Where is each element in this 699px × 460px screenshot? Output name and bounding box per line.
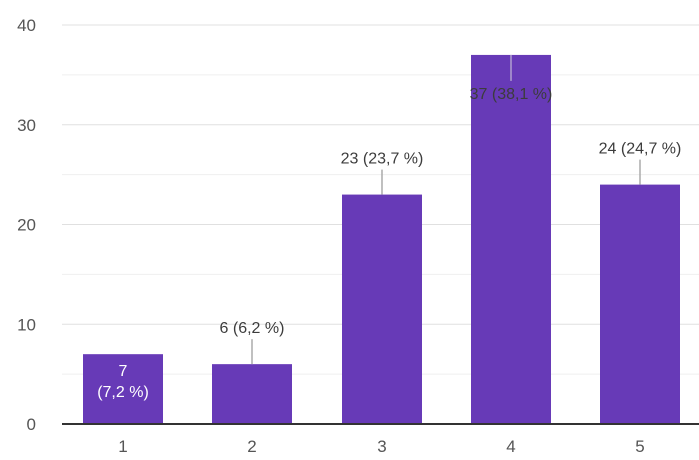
y-tick-label: 20 (17, 216, 36, 235)
data-label: 23 (23,7 %) (341, 151, 424, 168)
y-tick-label: 40 (17, 16, 36, 35)
data-label: 7 (119, 363, 128, 380)
label-leaders (251, 54, 641, 365)
data-label: 37 (38,1 %) (470, 86, 553, 103)
data-label: (7,2 %) (97, 384, 149, 401)
x-tick-label: 5 (635, 437, 644, 456)
x-tick-label: 4 (506, 437, 515, 456)
y-tick-label: 0 (27, 415, 36, 434)
data-labels: 7 (7,2 %) 6 (6,2 %) 23 (23,7 %) 37 (38,1 %) 2… (97, 86, 681, 401)
bar (600, 184, 680, 424)
x-tick-label: 1 (118, 437, 127, 456)
x-tick-label: 3 (377, 437, 386, 456)
x-axis-ticks: 1 2 3 4 5 (118, 437, 644, 456)
bar (83, 354, 163, 424)
bars (83, 54, 680, 425)
bar (342, 194, 422, 424)
bar (471, 54, 551, 425)
bar (212, 364, 292, 424)
data-label: 24 (24,7 %) (599, 141, 682, 158)
y-tick-label: 30 (17, 116, 36, 135)
data-label: 6 (6,2 %) (220, 320, 285, 337)
y-axis-ticks: 0 10 20 30 40 (17, 16, 36, 434)
x-tick-label: 2 (247, 437, 256, 456)
y-tick-label: 10 (17, 315, 36, 334)
